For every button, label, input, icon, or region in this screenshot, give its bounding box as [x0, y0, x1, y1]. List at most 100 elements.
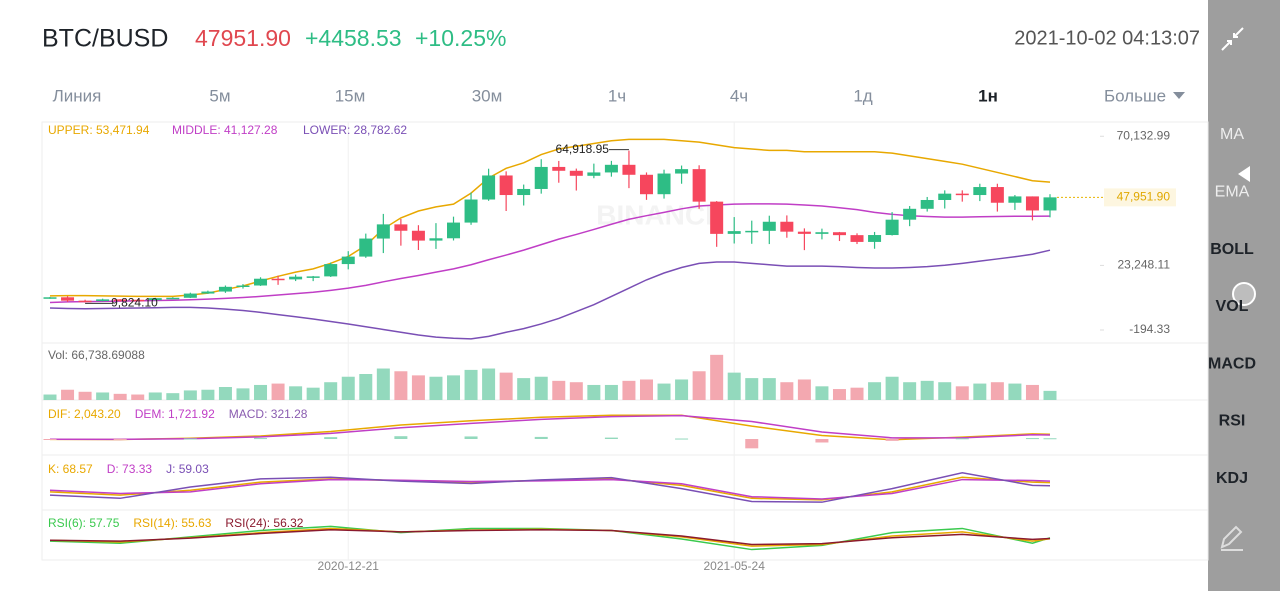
- candle-body: [324, 264, 338, 277]
- volume-bar: [429, 376, 443, 400]
- candle-body: [622, 164, 636, 175]
- x-tick-label: 2020-12-21: [318, 559, 380, 573]
- macd-bar: [534, 436, 548, 439]
- candle-body: [675, 169, 689, 174]
- volume-bar: [990, 382, 1004, 400]
- volume-bar: [604, 384, 618, 400]
- indicator-toggle[interactable]: MA: [1220, 126, 1244, 143]
- volume-bar: [271, 383, 285, 400]
- macd-bar: [113, 439, 127, 440]
- interval-tab[interactable]: 5м: [209, 86, 230, 105]
- legend-entry: RSI(14): 55.63: [133, 516, 211, 530]
- indicator-toggle[interactable]: BOLL: [1210, 241, 1254, 258]
- interval-tab[interactable]: 30м: [472, 86, 503, 105]
- macd-bar: [464, 436, 478, 439]
- y-tick-label: -194.33: [1129, 322, 1170, 336]
- legend-entry: K: 68.57: [48, 462, 93, 476]
- indicator-line: [49, 414, 1051, 441]
- volume-bar: [517, 378, 531, 400]
- volume-bar: [394, 371, 408, 400]
- volume-bar: [1025, 384, 1039, 400]
- candle-body: [815, 232, 829, 234]
- candle-body: [411, 230, 425, 241]
- volume-bar: [61, 389, 75, 400]
- indicator-line: [49, 528, 1051, 546]
- candle-body: [131, 299, 145, 302]
- candle-body: [710, 201, 724, 234]
- volume-bar: [745, 378, 759, 400]
- candle-body: [341, 256, 355, 265]
- interval-tab[interactable]: 1ч: [608, 86, 626, 105]
- indicator-toggle[interactable]: VOL: [1216, 298, 1249, 315]
- indicator-toggle[interactable]: KDJ: [1216, 470, 1248, 487]
- pair: BTC/BUSD: [42, 25, 168, 53]
- volume-bar: [955, 386, 969, 400]
- indicator-toggle[interactable]: EMA: [1215, 184, 1250, 201]
- volume-bar: [657, 383, 671, 400]
- macd-bar: [1043, 438, 1057, 440]
- candle-body: [832, 232, 846, 236]
- volume-bar: [411, 375, 425, 400]
- legend-entry: UPPER: 53,471.94: [48, 123, 150, 137]
- volume-bar: [639, 379, 653, 400]
- volume-bar: [938, 382, 952, 400]
- change: +4458.53: [305, 25, 402, 51]
- volume-bar: [569, 382, 583, 400]
- interval-tab[interactable]: 4ч: [730, 86, 748, 105]
- volume-bar: [868, 382, 882, 400]
- boll-line: [49, 249, 1051, 340]
- candle-body: [113, 299, 127, 301]
- boll-line: [49, 203, 1051, 304]
- volume-bar: [376, 368, 390, 400]
- annotation-label: 9,824.10: [111, 296, 158, 310]
- volume-bar: [218, 387, 232, 400]
- candle-body: [534, 166, 548, 189]
- indicator-toggle[interactable]: MACD: [1208, 355, 1256, 372]
- interval-tab[interactable]: 1д: [853, 86, 872, 105]
- interval-tab[interactable]: 15м: [335, 86, 366, 105]
- interval-tab[interactable]: Линия: [53, 86, 102, 105]
- macd-bar: [254, 438, 268, 440]
- candle-body: [797, 231, 811, 234]
- volume-bar: [675, 379, 689, 400]
- candle-body: [218, 286, 232, 292]
- candle-body: [639, 174, 653, 195]
- legend-entry: LOWER: 28,782.62: [303, 123, 407, 137]
- volume-bar: [1008, 383, 1022, 400]
- volume-bar: [762, 378, 776, 400]
- legend-entry: Vol: 66,738.69088: [48, 348, 145, 362]
- candle-body: [201, 291, 215, 294]
- legend-entry: RSI(6): 57.75: [48, 516, 120, 530]
- interval-tab[interactable]: 1н: [978, 86, 998, 105]
- overlay-arrow[interactable]: [1238, 166, 1250, 182]
- draw-icon[interactable]: [1220, 525, 1243, 551]
- candle-body: [447, 222, 461, 239]
- overlay-button[interactable]: [1232, 282, 1256, 306]
- candle-body: [429, 238, 443, 241]
- candle-body: [254, 278, 268, 286]
- datetime: 2021-10-02 04:13:07: [1014, 27, 1200, 49]
- volume-bar: [324, 382, 338, 400]
- legend-entry: D: 73.33: [107, 462, 153, 476]
- legend-entry: MIDDLE: 41,127.28: [172, 123, 278, 137]
- legend-entry: MACD: 321.28: [229, 407, 308, 421]
- volume-bar: [1043, 390, 1057, 400]
- volume-bar: [148, 392, 162, 400]
- candle-body: [762, 221, 776, 231]
- collapse-icon[interactable]: [1221, 27, 1244, 51]
- candle-body: [692, 169, 706, 202]
- candle-body: [727, 231, 741, 234]
- interval-tab[interactable]: Больше: [1104, 86, 1166, 105]
- candle-body: [43, 297, 57, 299]
- more-caret[interactable]: [1173, 92, 1185, 99]
- volume-bar: [166, 393, 180, 400]
- candle-body: [868, 235, 882, 242]
- candle-body: [78, 300, 92, 303]
- volume-bar: [797, 379, 811, 400]
- volume-bar: [534, 376, 548, 400]
- indicator-toggle[interactable]: RSI: [1219, 413, 1246, 430]
- volume-bar: [850, 387, 864, 400]
- last-price-label: 47,951.90: [1117, 190, 1171, 204]
- candle-body: [499, 175, 513, 196]
